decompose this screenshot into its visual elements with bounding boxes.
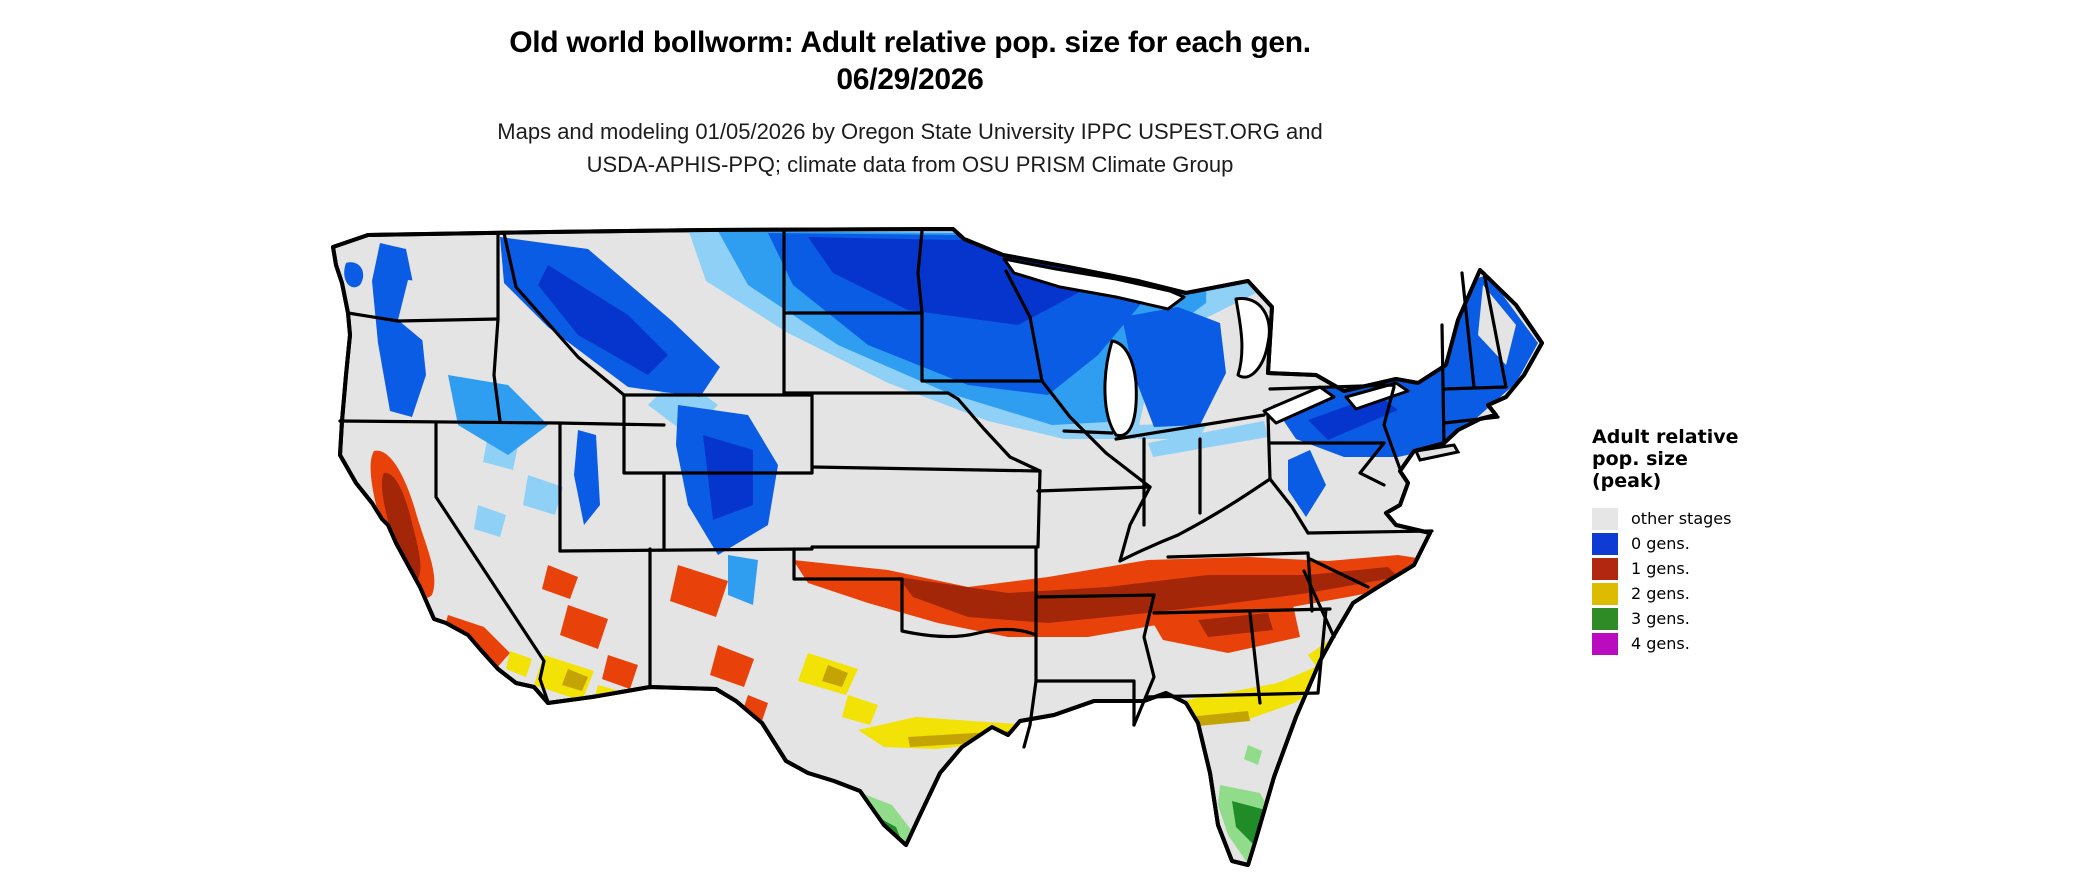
legend-title-line3: (peak) (1592, 470, 1662, 492)
data-layer-4-gens (1236, 875, 1242, 880)
legend: Adult relative pop. size (peak) other st… (1592, 426, 1892, 656)
legend-swatch-0-gens (1592, 532, 1618, 555)
legend-item-0-gens: 0 gens. (1592, 531, 1892, 556)
great-lakes (1002, 257, 1410, 438)
map-svg (331, 227, 1544, 880)
subtitle-line2: USDA-APHIS-PPQ; climate data from OSU PR… (586, 152, 1234, 177)
lake-huron (1234, 297, 1271, 379)
state-borders (338, 229, 1508, 749)
legend-item-4-gens: 4 gens. (1592, 631, 1892, 656)
legend-label-0-gens: 0 gens. (1631, 533, 1690, 553)
legend-label-2-gens: 2 gens. (1631, 583, 1690, 603)
map-subtitle: Maps and modeling 01/05/2026 by Oregon S… (260, 115, 1560, 181)
lake-erie (1262, 385, 1336, 425)
legend-title-line1: Adult relative (1592, 426, 1739, 448)
legend-label-3-gens: 3 gens. (1631, 608, 1690, 628)
legend-title-line2: pop. size (1592, 448, 1688, 470)
long-island (1413, 443, 1461, 462)
lake-superior (1002, 257, 1186, 311)
legend-item-2-gens: 2 gens. (1592, 581, 1892, 606)
map-title-date: 06/29/2026 (836, 63, 984, 96)
legend-swatch-2-gens (1592, 582, 1618, 605)
legend-label-4-gens: 4 gens. (1631, 633, 1690, 653)
legend-label-other-stages: other stages (1631, 508, 1732, 528)
legend-swatch-other-stages (1592, 507, 1618, 530)
map-title-line1: Old world bollworm: Adult relative pop. … (509, 26, 1311, 59)
legend-title: Adult relative pop. size (peak) (1592, 426, 1892, 492)
legend-swatch-3-gens (1592, 607, 1618, 630)
legend-item-1-gens: 1 gens. (1592, 556, 1892, 581)
legend-swatch-4-gens (1592, 632, 1618, 655)
data-layer-3-gens-dark (870, 801, 1270, 847)
other-stages-patches (398, 280, 1516, 365)
legend-label-1-gens: 1 gens. (1631, 558, 1690, 578)
legend-swatch-1-gens (1592, 557, 1618, 580)
subtitle-line1: Maps and modeling 01/05/2026 by Oregon S… (497, 119, 1323, 144)
us-choropleth-map (248, 225, 1568, 885)
legend-item-3-gens: 3 gens. (1592, 606, 1892, 631)
header: Old world bollworm: Adult relative pop. … (260, 24, 1560, 181)
legend-item-other-stages: other stages (1592, 506, 1892, 531)
lake-michigan (1103, 339, 1138, 438)
